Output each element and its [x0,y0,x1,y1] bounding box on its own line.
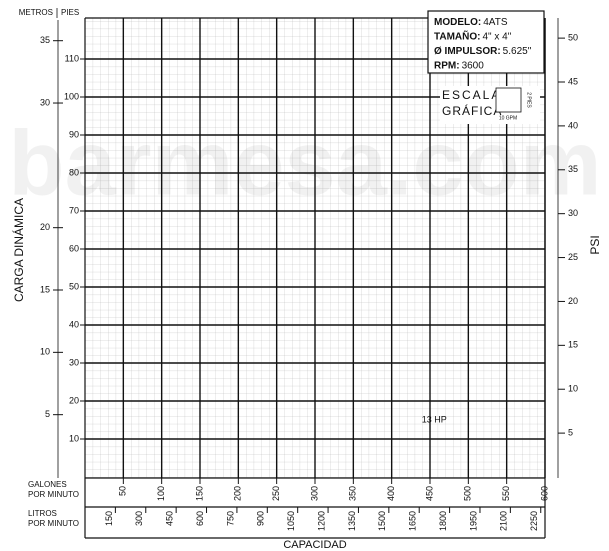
y2-tick-label: 10 [568,384,578,394]
y-tick-label: 60 [69,243,79,253]
frame [84,17,546,539]
x2-tick-label: 600 [195,511,205,526]
spec-row: TAMAÑO: 4" x 4" [434,29,512,42]
y3-tick-label: 35 [40,35,50,45]
x-tick-label: 350 [348,486,358,501]
x2-tick-label: 2100 [499,511,509,531]
curve-label: 13 HP [422,414,447,424]
x-row-label: POR MINUTO [28,490,79,499]
x2-tick-label: 1050 [286,511,296,531]
y-tick-label: 20 [69,395,79,405]
y2-tick-label: 15 [568,340,578,350]
x2-tick-label: 1350 [347,511,357,531]
spec-value: 3600 [462,60,485,71]
x-tick-label: 550 [501,486,511,501]
spec-row: RPM: 3600 [434,60,484,71]
scale-box [440,86,540,124]
y-tick-label: 90 [69,129,79,139]
x2-tick-label: 900 [256,511,266,526]
y2-tick-label: 25 [568,252,578,262]
scale-square [495,87,522,113]
spec-value: 4ATS [483,17,508,28]
y3-tick-label: 10 [40,347,50,357]
x2-tick-label: 1500 [377,511,387,531]
x2-row-label: LITROS [28,509,57,518]
y2-tick-label: 20 [568,296,578,306]
y2-tick-label: 30 [568,208,578,218]
scale-width: 10 GPM [499,115,517,121]
x-tick-label: 500 [463,486,473,501]
y-title: CARGA DINÁMICA [11,198,26,302]
x2-tick-label: 1650 [408,511,418,531]
x-row-label: GALONES [28,480,67,489]
x-tick-label: 100 [156,486,166,501]
x-title: CAPACIDAD [283,539,346,551]
x-tick-label: 400 [386,486,396,501]
x-tick-label: 250 [271,486,281,501]
spec-label: TAMAÑO: [434,29,480,42]
x2-tick-label: 2250 [529,511,539,531]
y3-tick-label: 30 [40,97,50,107]
y-unit-right: PIES [61,8,79,17]
spec-value: 4" x 4" [482,31,511,42]
x-tick-label: 150 [194,486,204,501]
y-tick-label: 30 [69,357,79,367]
x-tick-label: 450 [424,486,434,501]
scale-height: 2 PIES [526,92,532,108]
y-tick-label: 70 [69,205,79,215]
y-tick-label: 110 [65,53,79,63]
y-unit-left: METROS [19,8,53,17]
spec-value: 5.625" [503,46,532,57]
x2-tick-label: 1800 [438,511,448,531]
plot: 10 20 30 40 50 60 70 80 90 100 110 50 100 150 200 250 30… [40,18,578,531]
spec-box [427,10,545,74]
spec-row: MODELO: 4ATS [434,17,508,28]
x2-tick-label: 150 [104,511,114,526]
x-tick-label: 600 [539,486,549,501]
scale-title: GRÁFICA [442,103,502,118]
y2-title: PSI [588,235,602,254]
y-tick-label: 40 [69,319,79,329]
watermark: barmesa.com [8,112,601,214]
spec-row: Ø IMPULSOR: 5.625" [434,46,532,57]
x2-tick-label: 300 [134,511,144,526]
y2-tick-label: 5 [568,427,573,437]
y-tick-label: 100 [64,91,79,101]
x2-tick-label: 1950 [468,511,478,531]
y2-tick-label: 35 [568,164,578,174]
y2-tick-label: 40 [568,120,578,130]
spec-label: MODELO: [434,17,481,28]
x2-tick-label: 450 [165,511,175,526]
x2-tick-label: 750 [225,511,235,526]
y-tick-label: 80 [69,167,79,177]
scale-title: ESCALA [442,88,501,102]
y3-tick-label: 20 [40,222,50,232]
y-tick-label: 10 [69,433,79,443]
y-tick-label: 50 [69,281,79,291]
y2-tick-label: 45 [568,76,578,86]
spec-label: Ø IMPULSOR: [434,46,501,57]
x-tick-label: 50 [118,486,128,496]
y3-tick-label: 15 [40,284,50,294]
x-tick-label: 300 [309,486,319,501]
x2-tick-label: 1200 [316,511,326,531]
x-tick-label: 200 [233,486,243,501]
y3-tick-label: 5 [45,409,50,419]
x2-row-label: POR MINUTO [28,519,79,528]
spec-label: RPM: [434,60,460,71]
y2-tick-label: 50 [568,32,578,42]
